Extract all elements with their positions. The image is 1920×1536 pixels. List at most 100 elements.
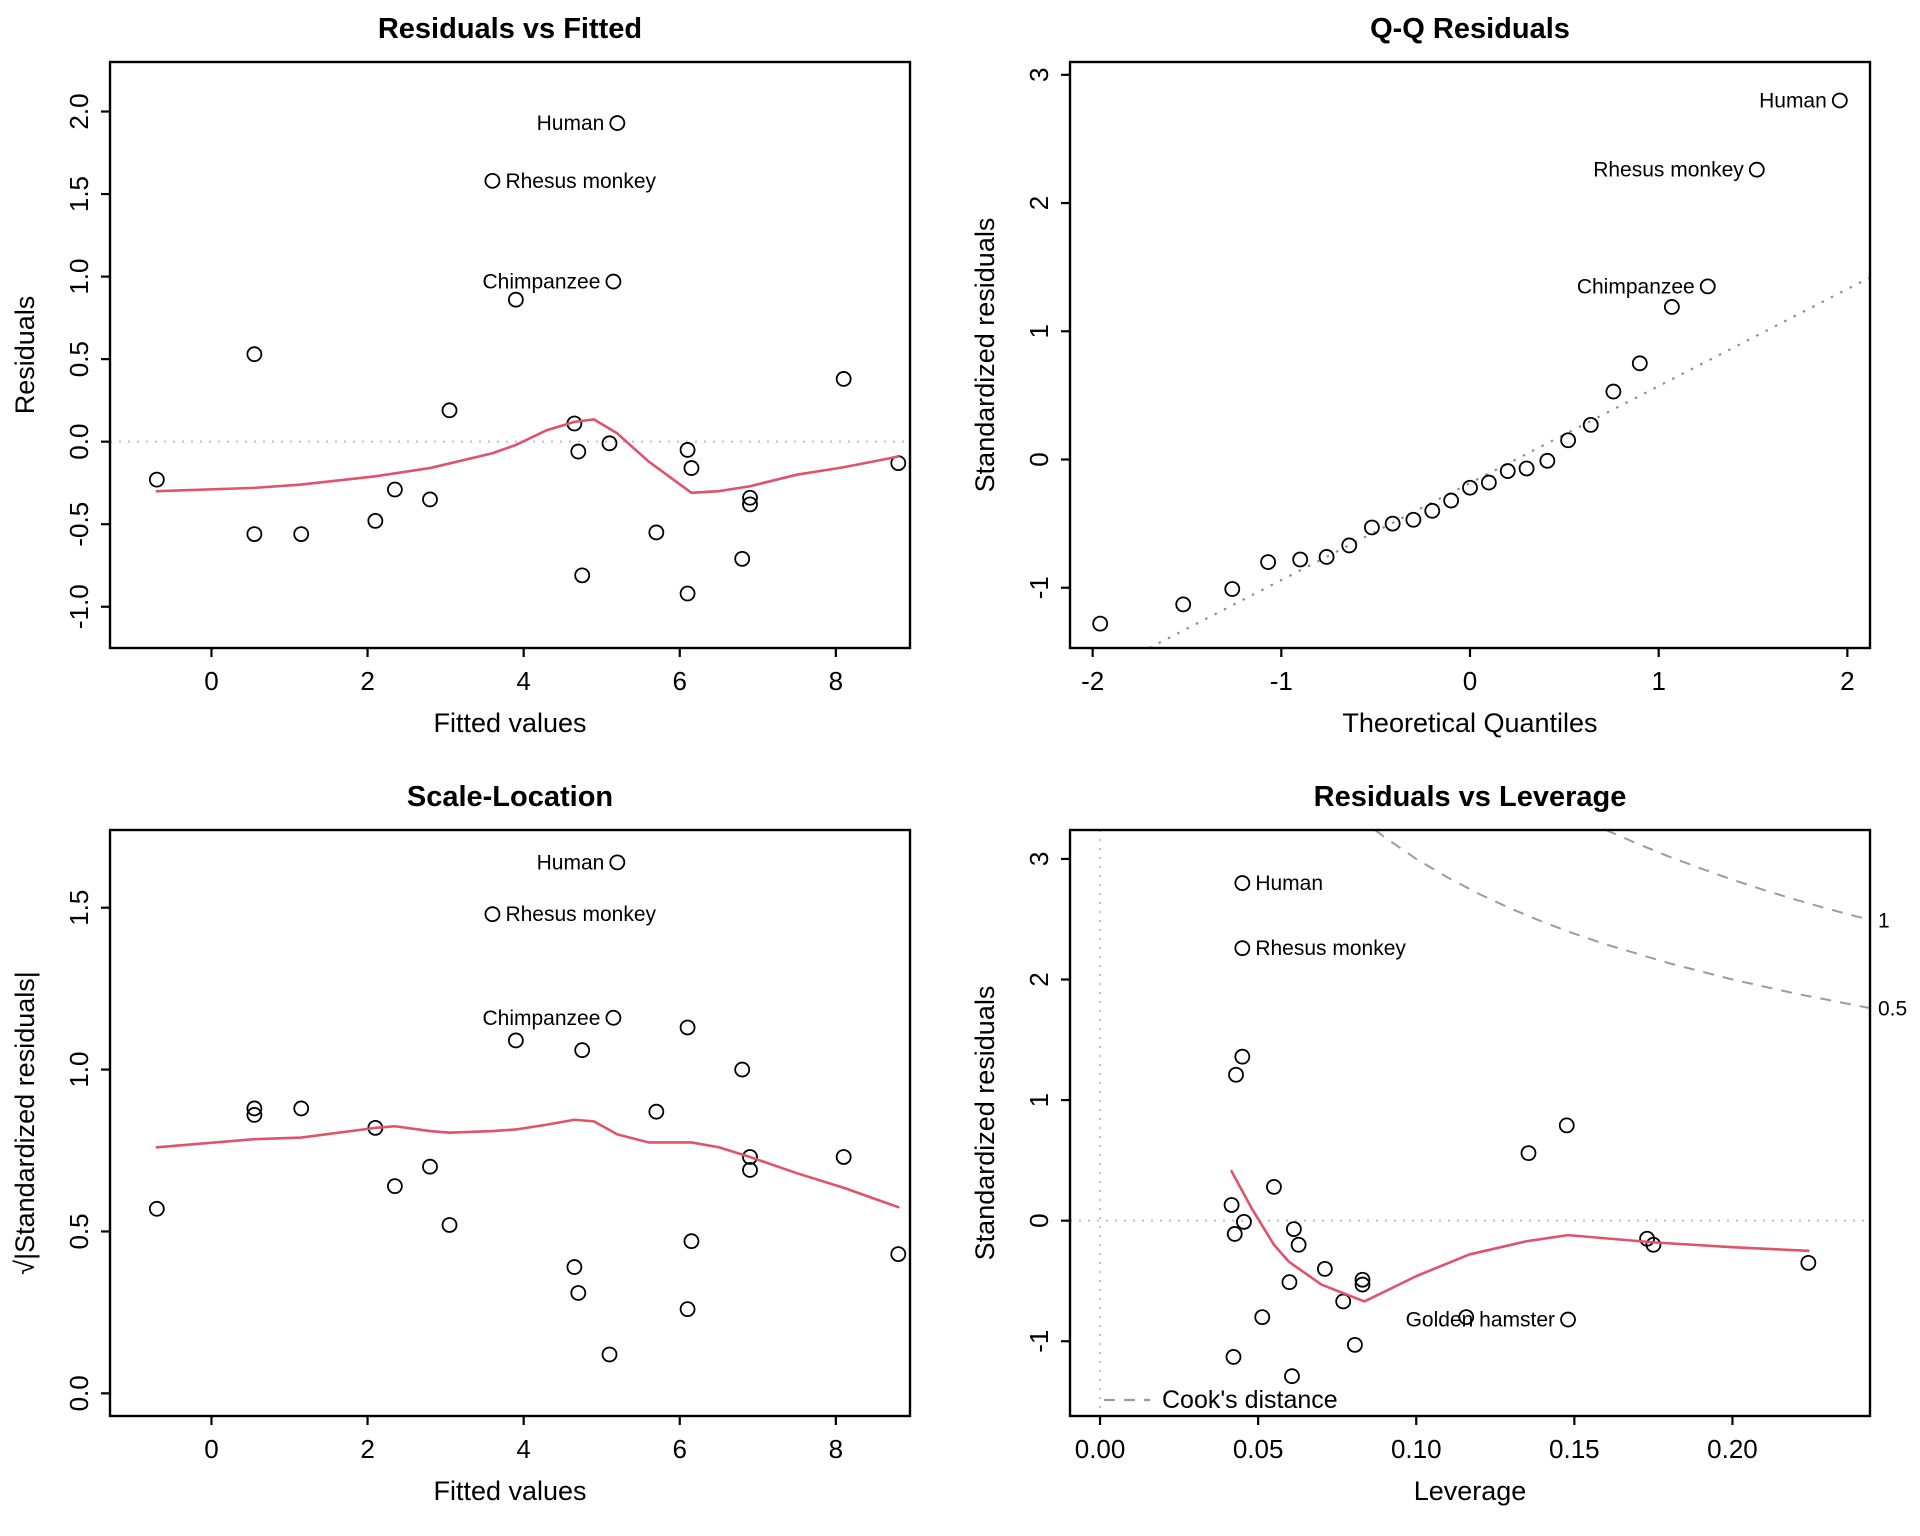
data-point <box>1285 1221 1302 1238</box>
data-point <box>890 1246 907 1263</box>
x-tick-label: 8 <box>829 1434 843 1464</box>
data-point <box>835 1149 852 1165</box>
data-point <box>1480 474 1497 491</box>
y-axis-title: Standardized residuals <box>970 986 1000 1261</box>
data-point <box>835 371 852 387</box>
x-tick-label: 0.20 <box>1707 1434 1758 1464</box>
data-point <box>1254 1309 1271 1326</box>
y-tick-label: 1.0 <box>64 1052 94 1088</box>
data-point <box>1443 492 1460 509</box>
data-point <box>1560 1311 1576 1328</box>
panel-title: Q-Q Residuals <box>1370 13 1570 45</box>
data-point <box>1223 1197 1240 1213</box>
data-point <box>1316 1260 1333 1277</box>
y-tick-label: 1 <box>1024 1093 1054 1107</box>
data-point <box>246 526 263 543</box>
cooks-distance-contour-1 <box>1605 829 1871 921</box>
data-point <box>1281 1274 1298 1291</box>
data-point <box>148 471 165 488</box>
data-point <box>648 1103 665 1120</box>
x-tick-label: 2 <box>1840 666 1854 696</box>
data-point <box>148 1200 165 1217</box>
data-point <box>1234 940 1251 957</box>
data-point <box>1226 1226 1243 1242</box>
data-point <box>1424 502 1441 519</box>
x-tick-label: 0.00 <box>1075 1434 1126 1464</box>
data-point <box>507 1032 524 1049</box>
data-point <box>1228 1066 1244 1083</box>
y-tick-label: 0.5 <box>64 341 94 377</box>
data-point <box>422 491 438 508</box>
y-tick-label: 0 <box>1024 1213 1054 1227</box>
data-point <box>605 1009 622 1026</box>
data-point <box>1175 596 1192 613</box>
data-point <box>1699 278 1716 295</box>
smooth-line <box>1230 1169 1810 1303</box>
plot-box <box>108 60 912 650</box>
cooks-contour-label: 1 <box>1878 909 1890 932</box>
y-tick-label: 3 <box>1024 68 1054 82</box>
data-point <box>484 906 501 923</box>
x-tick-label: 0.10 <box>1391 1434 1442 1464</box>
x-tick-label: 6 <box>673 666 687 696</box>
data-point <box>246 1107 263 1123</box>
data-point <box>246 346 263 363</box>
y-tick-label: -0.5 <box>64 502 94 547</box>
qq-reference-line <box>1148 276 1871 649</box>
y-tick-label: 2.0 <box>64 93 94 129</box>
data-point <box>1384 515 1401 532</box>
data-point <box>1354 1276 1371 1293</box>
data-point <box>1290 1236 1307 1253</box>
data-point <box>734 1061 751 1078</box>
data-point <box>679 1301 696 1318</box>
y-tick-label: 1.5 <box>64 176 94 212</box>
y-tick-label: -1.0 <box>64 584 94 629</box>
data-point <box>1520 1145 1537 1162</box>
data-point <box>1539 452 1556 469</box>
data-point <box>1800 1254 1817 1271</box>
point-label-human: Human <box>537 112 605 135</box>
data-point <box>570 1285 587 1301</box>
data-point <box>1266 1179 1282 1195</box>
point-label-rhesus-monkey: Rhesus monkey <box>1255 937 1406 960</box>
smooth-line <box>155 1118 900 1209</box>
panel-q-q-residuals: Human Rhesus monkey Chimpanzee -2 -1 0 1 2 -1 0 1 2… <box>970 13 1872 738</box>
data-point <box>1341 537 1358 554</box>
data-point <box>1318 549 1335 565</box>
point-label-rhesus-monkey: Rhesus monkey <box>505 170 656 193</box>
data-point <box>742 489 758 506</box>
data-point <box>1499 463 1516 479</box>
y-tick-label: 0.5 <box>64 1213 94 1249</box>
x-tick-label: 6 <box>673 1434 687 1464</box>
data-point <box>1092 615 1109 632</box>
data-point <box>1260 554 1277 570</box>
data-point <box>734 550 751 567</box>
x-tick-label: 0.05 <box>1233 1434 1284 1464</box>
data-point <box>422 1158 438 1175</box>
data-point <box>1225 1349 1242 1365</box>
panel-residuals-vs-fitted: Human Rhesus monkey Chimpanzee 0 2 4 6 8 -1.0 -0.… <box>10 13 912 738</box>
data-point <box>609 854 626 871</box>
y-axis-title: Standardized residuals <box>970 218 1000 493</box>
x-tick-label: 4 <box>516 1434 530 1464</box>
y-tick-label: 0 <box>1024 452 1054 466</box>
data-point <box>1234 875 1251 891</box>
data-point <box>648 524 665 541</box>
data-point <box>1335 1293 1352 1310</box>
x-tick-label: 0 <box>1463 666 1477 696</box>
x-tick-label: 1 <box>1651 666 1665 696</box>
data-point <box>683 1233 700 1250</box>
data-point <box>1831 92 1848 109</box>
data-point <box>386 1178 403 1195</box>
point-label-chimpanzee: Chimpanzee <box>483 271 601 294</box>
x-axis-title: Leverage <box>1414 1476 1527 1506</box>
data-point <box>601 435 618 452</box>
x-axis-title: Fitted values <box>433 1476 586 1506</box>
data-point <box>1363 519 1380 536</box>
x-tick-label: 4 <box>516 666 530 696</box>
data-point <box>742 496 758 513</box>
data-point <box>566 1259 583 1275</box>
data-point <box>1560 432 1577 449</box>
data-point <box>601 1346 618 1363</box>
